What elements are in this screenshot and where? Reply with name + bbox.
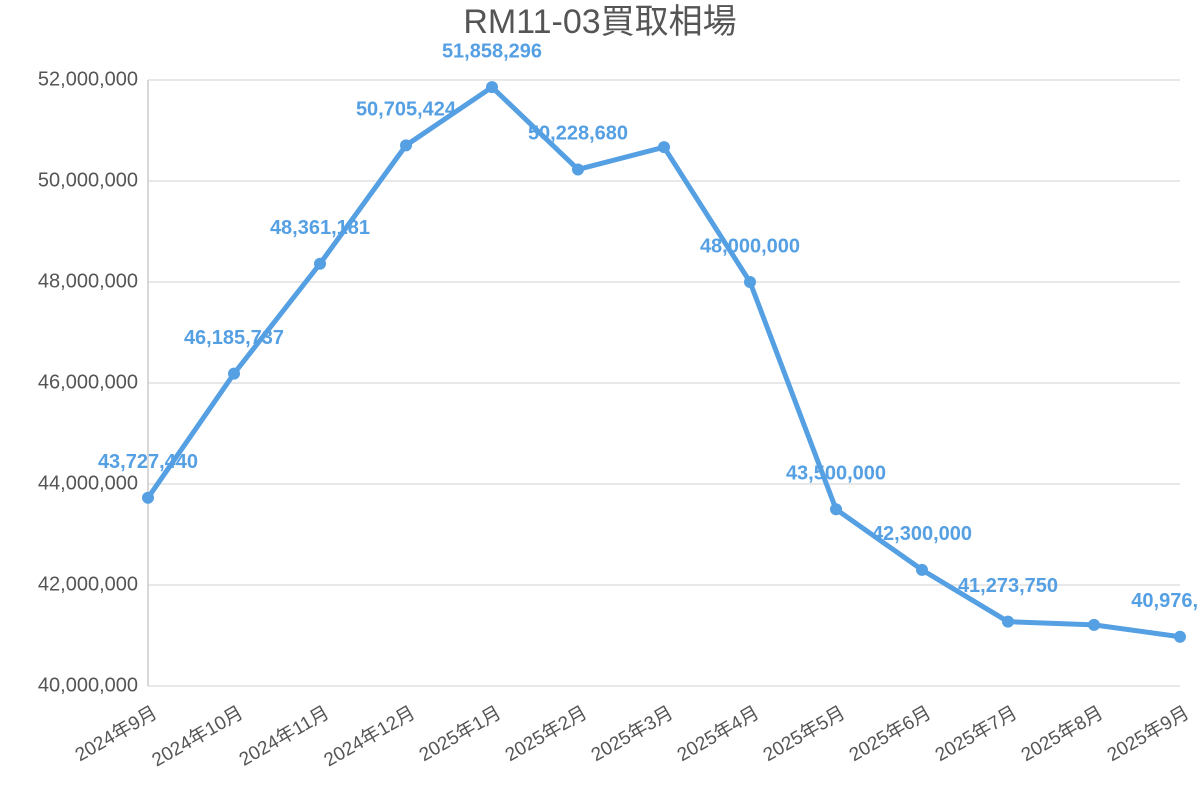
x-tick-label: 2025年4月 <box>673 702 763 766</box>
x-tick-label: 2024年12月 <box>320 702 419 772</box>
x-tick-label: 2025年7月 <box>931 702 1021 766</box>
data-point <box>572 163 584 176</box>
y-tick-label: 44,000,000 <box>38 472 138 494</box>
data-label: 48,361,181 <box>270 217 370 239</box>
data-point <box>142 491 154 504</box>
data-label: 50,705,424 <box>356 99 457 121</box>
data-point <box>486 81 498 94</box>
data-point <box>1088 618 1100 631</box>
data-point <box>400 139 412 152</box>
data-point <box>916 563 928 576</box>
x-tick-label: 2025年1月 <box>415 702 505 766</box>
y-tick-label: 46,000,000 <box>38 371 138 393</box>
x-tick-label: 2025年6月 <box>845 702 935 766</box>
data-label: 40,976, <box>1131 590 1198 612</box>
x-tick-label: 2025年5月 <box>759 702 849 766</box>
data-point <box>1174 630 1186 643</box>
y-tick-label: 42,000,000 <box>38 573 138 595</box>
data-point <box>830 503 842 516</box>
x-tick-label: 2024年9月 <box>71 702 161 766</box>
data-label: 48,000,000 <box>700 235 800 257</box>
y-tick-label: 52,000,000 <box>38 68 138 90</box>
data-label: 51,858,296 <box>442 40 542 62</box>
data-point <box>658 141 670 154</box>
y-tick-label: 40,000,000 <box>38 674 138 696</box>
x-tick-label: 2025年8月 <box>1017 702 1107 766</box>
y-tick-label: 50,000,000 <box>38 169 138 191</box>
data-point <box>228 367 240 380</box>
data-point <box>744 276 756 288</box>
data-label: 50,228,680 <box>528 123 628 145</box>
data-label: 42,300,000 <box>872 523 972 545</box>
chart-title: RM11-03買取相場 <box>463 3 736 41</box>
y-tick-label: 48,000,000 <box>38 270 138 292</box>
data-point <box>314 257 326 270</box>
data-line <box>145 84 1181 640</box>
data-label: 43,500,000 <box>786 463 886 485</box>
x-tick-label: 2024年11月 <box>235 702 333 771</box>
data-label: 43,727,440 <box>98 451 198 473</box>
data-label: 46,185,737 <box>184 327 284 349</box>
x-tick-label: 2025年2月 <box>501 702 591 766</box>
data-point <box>1002 615 1014 628</box>
x-tick-label: 2025年9月 <box>1103 702 1193 766</box>
x-tick-label: 2024年10月 <box>148 702 247 772</box>
x-tick-label: 2025年3月 <box>587 702 677 766</box>
data-label: 41,273,750 <box>958 575 1058 597</box>
